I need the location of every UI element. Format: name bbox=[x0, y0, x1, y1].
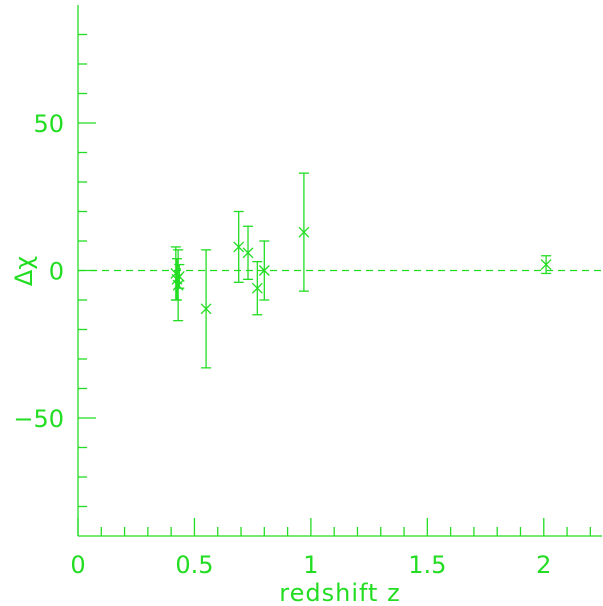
axis-ticks bbox=[77, 33, 592, 536]
x-axis-label: redshift z bbox=[279, 579, 400, 606]
point-marker bbox=[242, 247, 254, 259]
x-tick-label: 0 bbox=[70, 551, 85, 579]
point-marker bbox=[233, 241, 245, 253]
point-marker bbox=[540, 259, 552, 271]
y-tick-label: 50 bbox=[33, 110, 64, 138]
data-point bbox=[540, 255, 552, 275]
tick-labels: 0 0.5 1 1.5 2 −50 0 50 bbox=[13, 110, 551, 579]
data-point bbox=[258, 240, 270, 301]
data-point bbox=[200, 249, 212, 369]
x-tick-label: 2 bbox=[536, 551, 551, 579]
data-points bbox=[170, 172, 552, 369]
x-tick-label: 0.5 bbox=[175, 551, 213, 579]
point-marker bbox=[173, 270, 185, 282]
x-tick-label: 1.5 bbox=[408, 551, 446, 579]
data-point bbox=[242, 225, 254, 281]
y-tick-label: −50 bbox=[13, 405, 64, 433]
x-tick-label: 1 bbox=[303, 551, 318, 579]
point-marker bbox=[200, 303, 212, 315]
data-point bbox=[251, 260, 263, 316]
point-marker bbox=[258, 265, 270, 276]
y-axis-label: Δχ bbox=[10, 256, 38, 286]
point-marker bbox=[298, 226, 310, 238]
y-tick-label: 0 bbox=[49, 258, 64, 286]
data-point bbox=[233, 210, 245, 283]
data-point bbox=[173, 263, 185, 289]
data-point bbox=[298, 172, 310, 292]
point-marker bbox=[251, 282, 263, 294]
data-point bbox=[172, 249, 184, 322]
